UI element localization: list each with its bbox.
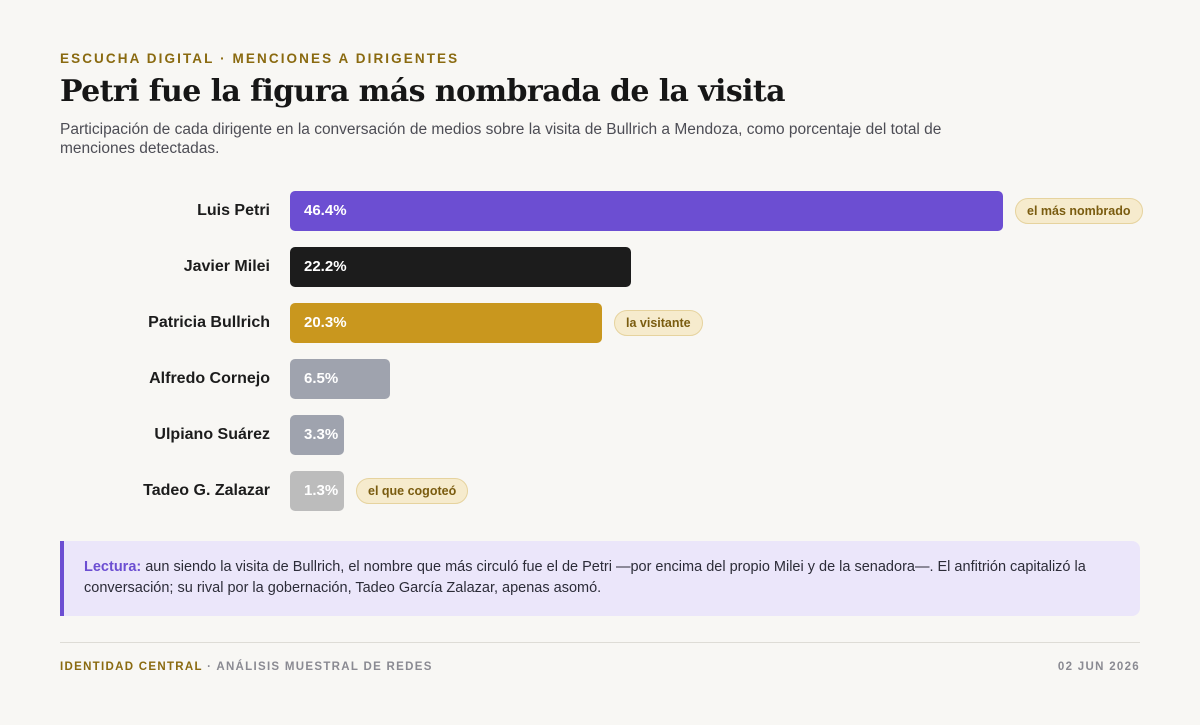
category-label: Javier Milei bbox=[183, 258, 270, 275]
bar bbox=[290, 471, 344, 511]
chart-title: Petri fue la figura más nombrada de la v… bbox=[60, 74, 786, 109]
footer-source: · ANÁLISIS MUESTRAL DE REDES bbox=[202, 661, 433, 673]
bar-value-label: 3.3% bbox=[304, 426, 339, 443]
kicker: ESCUCHA DIGITAL · MENCIONES A DIRIGENTES bbox=[60, 51, 460, 66]
bar-value-label: 6.5% bbox=[304, 370, 339, 387]
footer-brand: IDENTIDAD CENTRAL bbox=[60, 661, 203, 673]
category-label: Patricia Bullrich bbox=[148, 314, 270, 331]
bar-value-label: 20.3% bbox=[304, 314, 347, 331]
category-label: Tadeo G. Zalazar bbox=[143, 482, 270, 499]
footer-divider bbox=[60, 642, 1140, 643]
annotation-badge: el más nombrado bbox=[1015, 198, 1143, 224]
footer-date: 02 JUN 2026 bbox=[1057, 661, 1140, 673]
category-label: Ulpiano Suárez bbox=[154, 426, 270, 443]
bar-row: Patricia Bullrich 20.3% la visitante bbox=[60, 303, 1140, 343]
chart-subtitle: Participación de cada dirigente en la co… bbox=[60, 121, 942, 157]
annotation-badge: la visitante bbox=[614, 310, 703, 336]
bar-row: Tadeo G. Zalazar 1.3% el que cogoteó bbox=[60, 471, 1140, 511]
bar-row: Luis Petri 46.4% el más nombrado bbox=[60, 191, 1143, 231]
bar-value-label: 46.4% bbox=[304, 202, 347, 219]
category-label: Alfredo Cornejo bbox=[149, 370, 270, 387]
bar-value-label: 1.3% bbox=[304, 482, 339, 499]
bar-row: Javier Milei 22.2% bbox=[60, 247, 1140, 287]
bar bbox=[290, 359, 390, 399]
bar-row: Ulpiano Suárez 3.3% bbox=[60, 415, 1140, 455]
footer-credit: IDENTIDAD CENTRAL · ANÁLISIS MUESTRAL DE… bbox=[60, 661, 433, 673]
bar bbox=[290, 247, 631, 287]
bar-chart: Luis Petri 46.4% el más nombrado Javier Mil… bbox=[60, 183, 1143, 523]
bar bbox=[290, 191, 1003, 231]
bar bbox=[290, 303, 602, 343]
category-label: Luis Petri bbox=[197, 202, 270, 219]
reading-note-lead: Lectura: bbox=[84, 559, 142, 575]
bar-row: Alfredo Cornejo 6.5% bbox=[60, 359, 1140, 399]
bar bbox=[290, 415, 344, 455]
reading-note: Lectura: aun siendo la visita de Bullric… bbox=[60, 541, 1140, 616]
bar-value-label: 22.2% bbox=[304, 258, 347, 275]
reading-note-text: aun siendo la visita de Bullrich, el nom… bbox=[84, 559, 1086, 596]
annotation-badge: el que cogoteó bbox=[356, 478, 469, 504]
